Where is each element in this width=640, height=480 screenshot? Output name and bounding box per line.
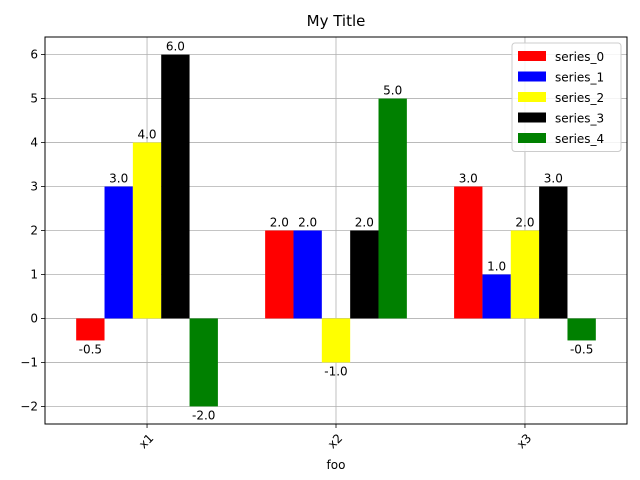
bar-series_0-x2 — [265, 230, 294, 319]
bar-series_2-x2 — [321, 318, 351, 363]
y-tick-label: 5 — [30, 92, 38, 106]
legend-label: series_1 — [555, 71, 604, 85]
y-tick-label: −1 — [20, 355, 38, 369]
y-tick-label: 4 — [30, 136, 38, 150]
x-category-label: x2 — [325, 431, 345, 451]
bar-series_2-x3 — [510, 230, 540, 319]
x-axis: x1 x2 x3 — [136, 424, 534, 451]
y-axis: −2 −1 0 1 2 3 4 5 6 — [20, 48, 45, 413]
legend-label: series_3 — [555, 112, 604, 126]
bar-value-label: -0.5 — [570, 342, 593, 356]
chart-title: My Title — [307, 12, 366, 30]
bar-series_2-x1 — [132, 142, 162, 319]
y-tick-label: 0 — [30, 311, 38, 325]
bar-value-label: 2.0 — [515, 216, 534, 230]
bar-value-label: 3.0 — [544, 172, 563, 186]
y-tick-label: 6 — [30, 48, 38, 62]
legend-swatch — [518, 112, 546, 123]
legend-label: series_2 — [555, 91, 604, 105]
legend-swatch — [518, 71, 546, 82]
bar-series_1-x3 — [482, 274, 511, 319]
bar-series_3-x2 — [350, 230, 379, 319]
bar-series_4-x2 — [378, 98, 407, 319]
bar-series_3-x1 — [161, 54, 190, 319]
bar-series_4-x3 — [567, 318, 596, 341]
bar-value-label: 3.0 — [459, 172, 478, 186]
legend-swatch — [518, 133, 546, 143]
bar-value-label: 6.0 — [166, 40, 185, 54]
bars — [76, 54, 596, 407]
legend: series_0 series_1 series_2 series_3 series_4 — [511, 42, 622, 152]
x-axis-title: foo — [327, 458, 346, 472]
plot-frame — [44, 36, 628, 425]
x-category-label: x1 — [136, 431, 156, 451]
bar-series_3-x3 — [539, 186, 568, 319]
bar-value-label: 2.0 — [270, 216, 289, 230]
bar-series_1-x1 — [104, 186, 133, 319]
legend-label: series_4 — [555, 132, 604, 146]
x-category-label: x3 — [514, 431, 534, 451]
bar-series_1-x2 — [293, 230, 322, 319]
bar-value-label: 2.0 — [355, 216, 374, 230]
bar-value-label: -2.0 — [192, 408, 215, 422]
legend-label: series_0 — [555, 50, 604, 64]
y-tick-label: 2 — [30, 224, 38, 238]
bar-value-label: 5.0 — [383, 84, 402, 98]
bar-value-label: -1.0 — [324, 364, 347, 378]
bar-value-label: -0.5 — [79, 342, 102, 356]
bar-series_4-x1 — [189, 318, 218, 407]
legend-swatch — [518, 51, 546, 61]
y-tick-label: 3 — [30, 180, 38, 194]
y-tick-label: 1 — [30, 267, 38, 281]
legend-box — [511, 42, 622, 152]
y-tick-label: −2 — [20, 399, 38, 413]
bar-series_0-x3 — [454, 186, 483, 319]
bar-value-label: 2.0 — [298, 216, 317, 230]
bar-value-label: 3.0 — [109, 172, 128, 186]
bar-value-label: 4.0 — [137, 128, 156, 142]
bar-value-labels: -0.5 2.0 3.0 3.0 2.0 1.0 4.0 -1.0 2.0 6.0 2.0 3.0 -2… — [79, 40, 594, 423]
bar-value-label: 1.0 — [487, 259, 506, 273]
bar-series_0-x1 — [76, 318, 105, 341]
legend-swatch — [518, 92, 546, 102]
